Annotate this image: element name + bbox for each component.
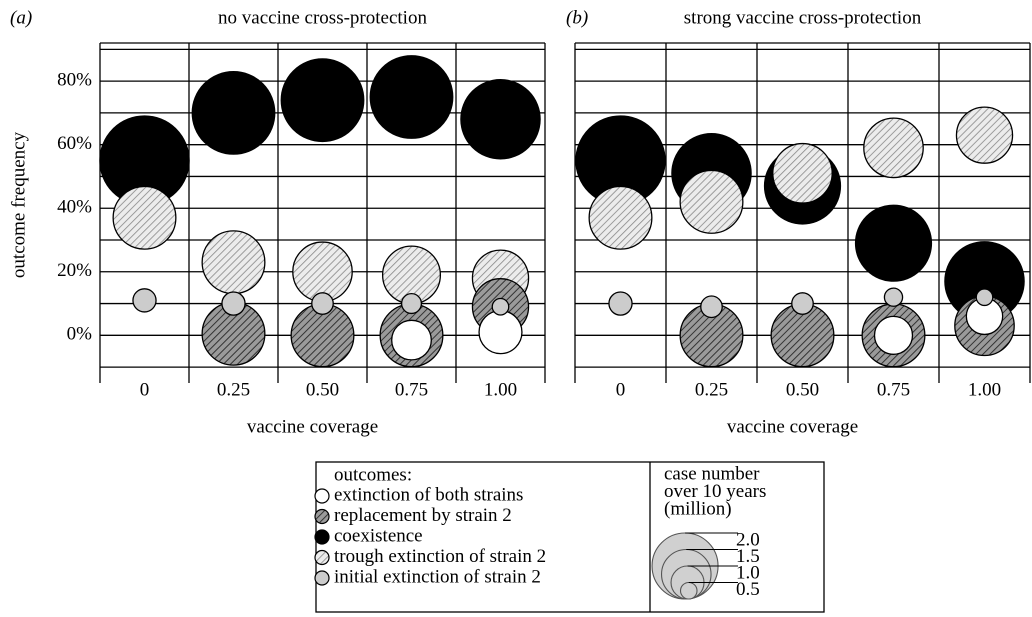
bubble	[311, 292, 334, 315]
bubble	[132, 288, 157, 313]
legend-swatch	[314, 549, 330, 566]
x-tick-label: 0.50	[786, 379, 819, 400]
size-legend-title: over 10 years	[664, 481, 766, 502]
y-tick-label: 60%	[57, 133, 92, 154]
bubble	[955, 106, 1014, 164]
x-tick-label: 0	[140, 379, 150, 400]
bubble	[112, 185, 177, 250]
y-axis-label: outcome frequency	[8, 131, 29, 278]
size-legend-label: 2.0	[736, 529, 760, 550]
legend-swatch	[314, 508, 330, 525]
x-tick-label: 0.75	[395, 379, 428, 400]
size-legend-circle	[679, 581, 698, 600]
size-legend-label: 0.5	[736, 579, 760, 600]
panel-label: (a)	[10, 7, 32, 28]
legend-swatch	[314, 529, 330, 545]
bubble	[369, 55, 454, 139]
legend-title: outcomes:	[334, 464, 412, 485]
bubble	[608, 291, 633, 316]
legend-swatch	[314, 488, 330, 504]
bubble	[460, 79, 541, 160]
legend-swatch	[314, 570, 330, 586]
x-tick-label: 0.25	[695, 379, 728, 400]
bubble	[791, 292, 814, 315]
x-tick-label: 0.50	[306, 379, 339, 400]
bubble	[478, 310, 523, 355]
bubble	[588, 185, 653, 250]
y-tick-label: 80%	[57, 69, 92, 90]
size-legend-title: (million)	[664, 498, 732, 519]
size-legend-title: case number	[664, 463, 760, 484]
x-tick-label: 1.00	[484, 379, 517, 400]
bubble	[975, 288, 994, 307]
legend-label: initial extinction of strain 2	[334, 566, 541, 587]
bubble	[280, 58, 365, 143]
size-legend-label: 1.0	[736, 562, 760, 583]
x-axis-label: vaccine coverage	[727, 416, 858, 437]
bubble	[854, 204, 933, 282]
bubble	[191, 71, 276, 155]
bubble	[772, 142, 833, 204]
bubble	[221, 291, 246, 316]
x-tick-label: 0.75	[877, 379, 910, 400]
bubble	[491, 297, 510, 316]
bubble	[391, 319, 432, 361]
bubble	[201, 230, 266, 295]
bubble	[863, 117, 924, 179]
panel-label: (b)	[566, 7, 588, 28]
bubble	[679, 169, 744, 234]
x-tick-label: 0	[616, 379, 626, 400]
legend-box	[315, 461, 825, 613]
x-axis-label: vaccine coverage	[247, 416, 378, 437]
x-tick-label: 1.00	[968, 379, 1001, 400]
y-tick-label: 0%	[67, 324, 93, 345]
y-tick-label: 40%	[57, 197, 92, 218]
legend-label: extinction of both strains	[334, 484, 523, 505]
y-tick-label: 20%	[57, 260, 92, 281]
bubble	[873, 315, 914, 355]
legend-label: coexistence	[334, 525, 423, 546]
legend-label: trough extinction of strain 2	[334, 546, 546, 567]
bubble	[700, 295, 723, 319]
bubble	[883, 287, 904, 307]
x-tick-label: 0.25	[217, 379, 250, 400]
bubble	[400, 293, 423, 315]
chart-title: strong vaccine cross-protection	[684, 7, 922, 28]
chart-title: no vaccine cross-protection	[218, 7, 427, 28]
size-legend-label: 1.5	[736, 546, 760, 567]
legend-label: replacement by strain 2	[334, 505, 512, 526]
